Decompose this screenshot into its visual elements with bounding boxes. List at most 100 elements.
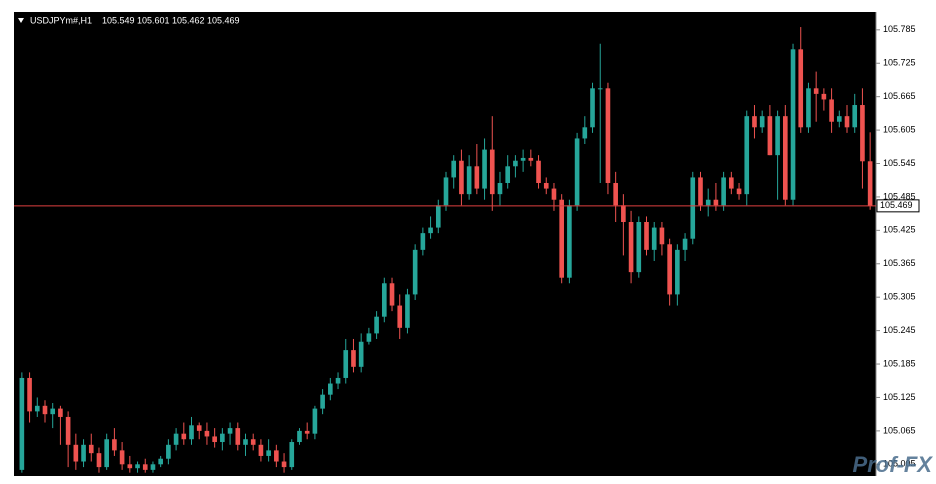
candle-body [320, 394, 325, 409]
candle-body [297, 430, 302, 443]
candle-body [104, 439, 109, 468]
candle-body [204, 430, 210, 437]
y-tick-label: 105.305 [883, 292, 916, 302]
candle-body [613, 183, 618, 206]
candle-body [621, 205, 626, 222]
candle-body [27, 377, 32, 412]
candle-body [34, 405, 40, 412]
candle-body [328, 383, 333, 395]
y-tick-label: 105.605 [883, 124, 916, 134]
candle-body [821, 93, 827, 100]
candle-body [405, 294, 410, 328]
candle-body [536, 160, 541, 184]
candle-body [505, 166, 511, 184]
symbol-menu-arrow [18, 18, 24, 23]
candle-body [343, 350, 349, 378]
watermark: Prof-FX [853, 452, 934, 477]
candle-body [351, 350, 356, 367]
candle-body [451, 160, 457, 178]
y-tick-label: 105.545 [883, 158, 916, 168]
candle-body [497, 183, 503, 195]
candle-body [844, 116, 850, 128]
header-high: 105.601 [137, 15, 170, 25]
candle-body [212, 436, 217, 443]
candle-body [829, 99, 834, 122]
candle-body [682, 238, 688, 250]
candle-body [520, 157, 526, 161]
candle-body [590, 88, 595, 128]
candle-body [412, 249, 418, 295]
candle-body [181, 433, 187, 440]
candle-body [543, 183, 549, 189]
candle-body [150, 464, 156, 470]
candle-body [659, 227, 665, 245]
candle-body [551, 188, 557, 200]
candle-body [366, 333, 372, 342]
plot-area [14, 12, 876, 476]
candle-body [196, 425, 202, 431]
candle-body [112, 439, 117, 451]
candle-body [767, 116, 773, 156]
candle-body [281, 461, 287, 468]
candle-body [19, 377, 25, 470]
candle-body [852, 105, 858, 128]
candle-body [443, 177, 449, 206]
candle-body [235, 428, 241, 445]
candle-body [489, 149, 495, 195]
candle-body [836, 116, 842, 122]
y-tick-label: 105.665 [883, 91, 916, 101]
candle-body [798, 49, 804, 128]
candle-body [312, 408, 318, 434]
candle-body [721, 177, 726, 206]
candle-body [466, 166, 472, 195]
candle-body [605, 88, 611, 184]
candle-body [358, 341, 364, 367]
candle-body [528, 157, 534, 161]
current-price-label: 105.469 [880, 200, 913, 210]
candle-body [173, 433, 179, 445]
candle-body [597, 88, 603, 90]
candle-body [58, 408, 63, 417]
candle-body [651, 227, 657, 250]
header-close: 105.469 [207, 15, 240, 25]
candle-body [428, 227, 433, 234]
candle-body [266, 450, 271, 456]
y-tick-label: 105.785 [883, 24, 916, 34]
candle-body [227, 428, 233, 434]
candle-body [142, 464, 148, 470]
candle-body [775, 116, 780, 156]
candle-body [73, 444, 79, 462]
candle-body [389, 283, 395, 306]
candle-body [752, 116, 757, 128]
y-tick-label: 105.425 [883, 225, 916, 235]
candle-body [381, 283, 387, 317]
symbol-title: USDJPYm#,H1 [30, 15, 92, 25]
candle-body [705, 199, 711, 206]
y-tick-label: 105.245 [883, 325, 916, 335]
candle-body [274, 450, 279, 462]
candle-body [250, 439, 256, 445]
candle-body [690, 177, 696, 239]
candle-body [158, 458, 163, 465]
candle-body [482, 149, 487, 189]
candle-body [42, 405, 48, 415]
candle-body [567, 205, 572, 278]
candle-body [474, 166, 480, 189]
y-tick-label: 105.485 [883, 191, 916, 201]
header-open: 105.549 [102, 15, 135, 25]
y-tick-label: 105.725 [883, 58, 916, 68]
candle-body [220, 433, 225, 443]
candle-body [374, 316, 379, 334]
candle-body [628, 221, 634, 273]
candle-body [420, 233, 426, 250]
candle-body [783, 116, 788, 200]
y-tick-label: 105.125 [883, 392, 916, 402]
candle-body [860, 105, 865, 162]
y-tick-label: 105.065 [883, 425, 916, 435]
candle-body [304, 430, 310, 434]
candle-body [50, 408, 56, 415]
candle-body [166, 444, 171, 459]
candle-body [736, 188, 742, 195]
